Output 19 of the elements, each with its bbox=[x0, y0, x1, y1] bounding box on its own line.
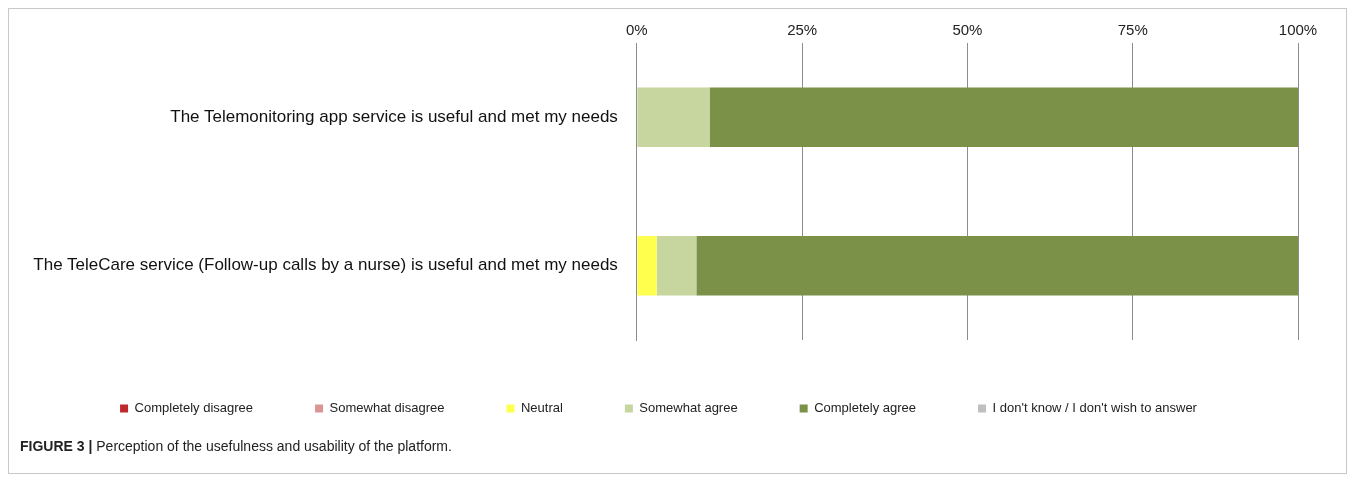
x-tick-label: 100% bbox=[1278, 21, 1318, 39]
legend-label: Somewhat agree bbox=[639, 400, 738, 416]
x-tick-label: 75% bbox=[1117, 21, 1148, 39]
bar bbox=[637, 87, 710, 147]
bar bbox=[709, 87, 1298, 147]
legend-label: Somewhat disagree bbox=[329, 400, 445, 416]
x-tick-label: 25% bbox=[787, 21, 818, 39]
bar bbox=[656, 236, 697, 296]
legend-label: I don't know / I don't wish to answer bbox=[992, 400, 1198, 416]
x-tick-label: 50% bbox=[952, 21, 983, 39]
legend-label: Neutral bbox=[520, 400, 563, 416]
y-tick-label: The Telemonitoring app service is useful and met my needs bbox=[170, 106, 618, 126]
caption: FIGURE 3 | Perception of the usefulness and usability of the platform. bbox=[20, 438, 452, 454]
legend-label: Completely disagree bbox=[134, 400, 254, 416]
bar bbox=[696, 236, 1298, 296]
bar bbox=[637, 236, 657, 296]
y-tick-label: The TeleCare service (Follow-up calls by a nurse) is useful and met my needs bbox=[33, 255, 618, 275]
x-tick-label: 0% bbox=[626, 21, 648, 39]
legend-label: Completely agree bbox=[814, 400, 917, 416]
